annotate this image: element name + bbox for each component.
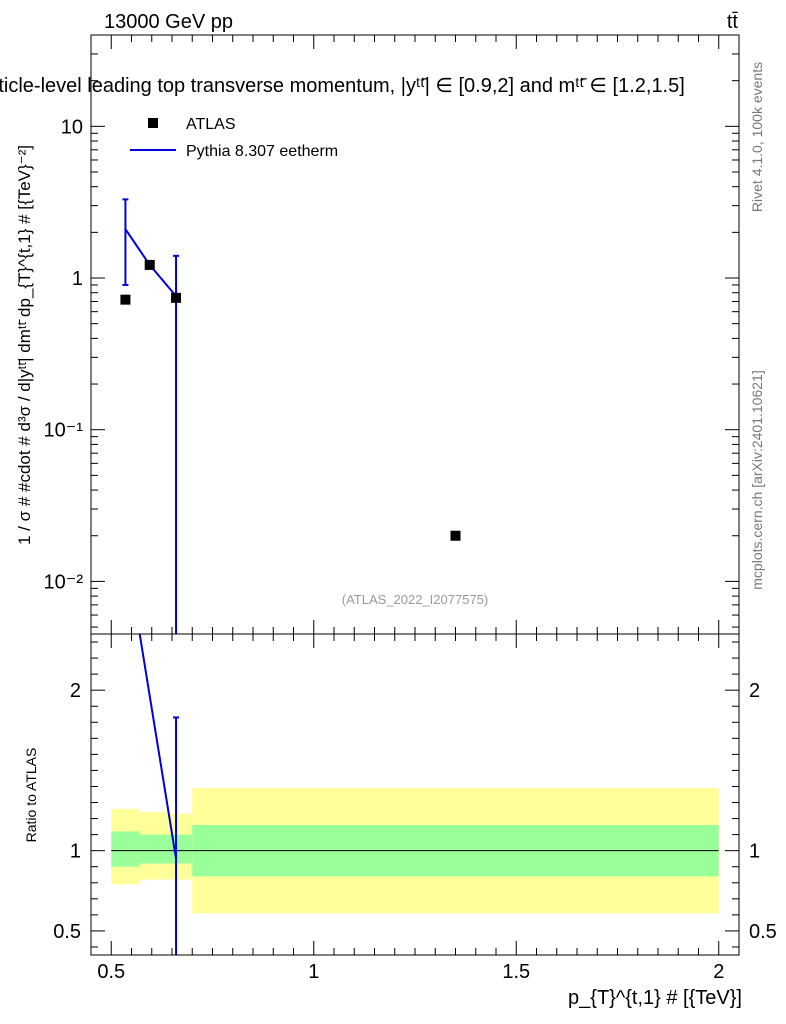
ratio-ytick-label-left-1: 1 (70, 841, 81, 863)
band-inner-0 (111, 831, 140, 867)
legend-mc-label: Pythia 8.307 eetherm (186, 143, 338, 160)
band-inner-2 (167, 834, 193, 864)
ratio-ylabel: Ratio to ATLAS (23, 748, 39, 843)
ratio-ytick-label-left-0: 0.5 (53, 921, 81, 943)
header-right: tt̄ (727, 11, 739, 33)
ratio-xtick-label-3: 2 (713, 961, 724, 983)
ratio-mc-line (138, 634, 178, 859)
band-inner-1 (139, 834, 168, 864)
ratio-ytick-label-right-0: 0.5 (749, 921, 777, 943)
atlas-point-3 (450, 530, 461, 541)
main-ytick-label-1: 1 (72, 268, 83, 290)
ratio-xtick-label-0: 0.5 (97, 961, 125, 983)
main-ytick-label-2: 10⁻¹ (44, 420, 84, 442)
header-left: 13000 GeV pp (104, 11, 233, 33)
watermark: (ATLAS_2022_I2077575) (342, 592, 488, 607)
main-ytick-label-0: 10 (61, 116, 83, 138)
atlas-point-1 (144, 259, 155, 270)
atlas-point-2 (171, 292, 182, 303)
legend-atlas-label: ATLAS (186, 116, 236, 133)
ratio-axis-ticks: 0.5 0.5 1 1 2 2 0.5 1 1.5 2 (53, 634, 777, 983)
ratio-ytick-label-right-2: 2 (749, 680, 760, 702)
ratio-xtick-label-1: 1 (308, 961, 319, 983)
atlas-point-0 (120, 294, 131, 305)
legend-atlas-marker (148, 118, 158, 128)
ratio-xtick-label-2: 1.5 (502, 961, 530, 983)
ratio-xlabel: p_{T}^{t,1} # [{TeV}] (568, 987, 742, 1009)
main-ytick-label-3: 10⁻² (44, 571, 84, 593)
ratio-panel-content (111, 634, 719, 955)
main-ylabel: 1 / σ # #cdot # d³σ / d|yᵗᵗ̄| dmᵗᵗ̄ dp_{… (15, 145, 34, 545)
ratio-ytick-label-right-1: 1 (749, 841, 760, 863)
side-label-rivet: Rivet 4.1.0, 100k events (749, 62, 765, 212)
main-axis-ticks: 10 1 10⁻¹ 10⁻² (44, 34, 740, 634)
legend: ATLAS Pythia 8.307 eetherm (130, 116, 338, 160)
ratio-ytick-label-left-2: 2 (70, 680, 81, 702)
side-label-mcplots: mcplots.cern.ch [arXiv:2401.10621] (749, 370, 765, 589)
ratio-frame (90, 633, 740, 956)
main-panel-content (120, 198, 461, 634)
main-title: Particle-level leading top transverse mo… (0, 75, 685, 97)
